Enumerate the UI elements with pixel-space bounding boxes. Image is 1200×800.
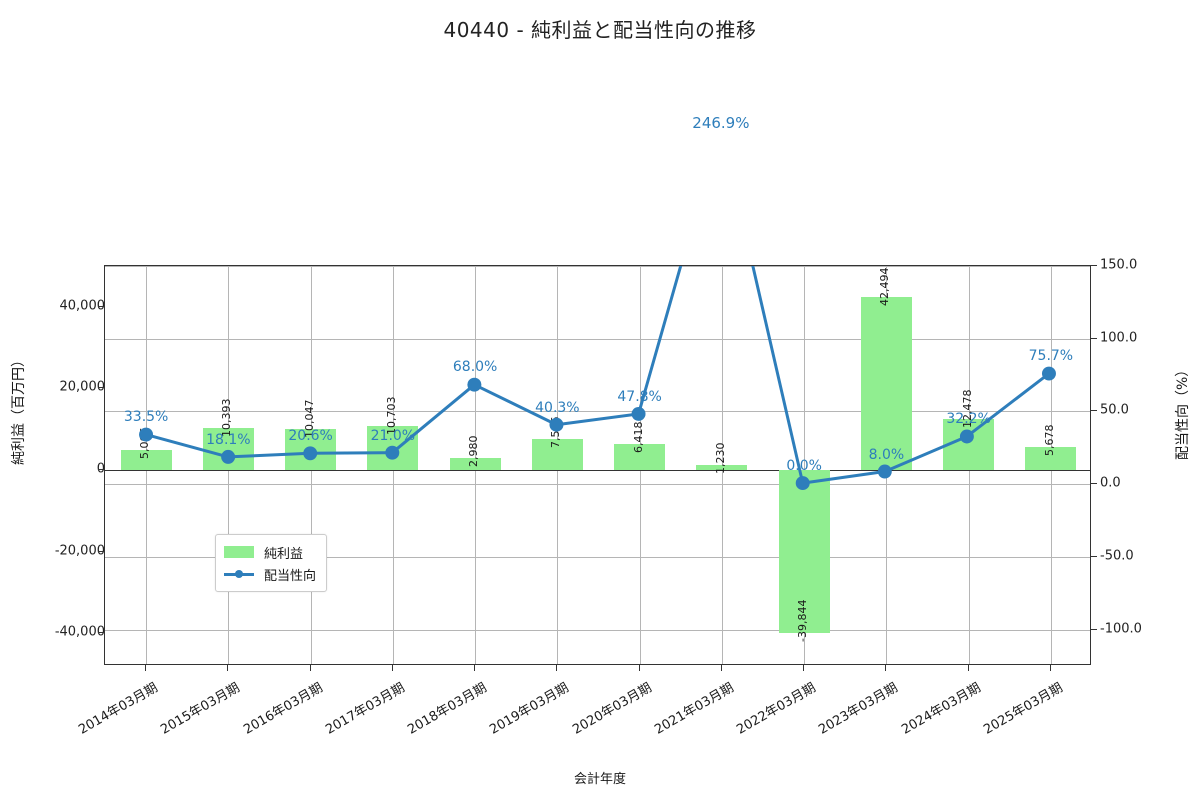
x-axis-title: 会計年度 [573, 772, 626, 787]
y-axis-right-tick-mark [1091, 410, 1097, 412]
y-axis-right-tick-mark [1091, 265, 1097, 266]
y-axis-right-tick-mark [1091, 483, 1097, 485]
line-value-label: 21.0% [370, 427, 416, 444]
y-axis-right-tick-label: -50.0 [1100, 548, 1134, 564]
x-axis-tick-label: 2023年03月期 [816, 680, 901, 738]
legend-item-payout-ratio[interactable]: 配当性向 [224, 563, 316, 585]
bar-value-label: 6,418 [631, 421, 645, 453]
bar-value-label: 42,494 [878, 267, 892, 306]
offchart-value-label: 246.9% [692, 114, 750, 132]
x-axis-tick-label: 2020年03月期 [569, 680, 655, 738]
bar-value-label: 1,230 [713, 442, 727, 475]
y-axis-right-tick-mark [1091, 555, 1097, 557]
chart-title: 40440 - 純利益と配当性向の推移 [443, 18, 757, 42]
x-axis-tick-mark [309, 665, 311, 671]
x-axis-tick-label: 2021年03月期 [652, 680, 737, 738]
y-axis-right-tick-mark [1091, 337, 1097, 339]
gridline-horizontal [105, 484, 1090, 486]
x-axis-tick-mark [638, 665, 640, 671]
line-marker[interactable] [631, 406, 646, 421]
x-axis-tick-mark [967, 665, 969, 671]
x-axis-tick-mark [556, 665, 558, 671]
bar-value-label: 7,536 [549, 416, 563, 449]
line-value-label: 75.7% [1028, 348, 1074, 365]
x-axis-tick-label: 2016年03月期 [240, 680, 326, 738]
line-value-label: 32.2% [946, 411, 991, 428]
y-axis-right-tick-label: 150.0 [1100, 257, 1138, 273]
y-axis-right-tick-label: 0.0 [1100, 475, 1121, 491]
bar[interactable] [860, 296, 912, 471]
x-axis-tick-mark [720, 665, 722, 671]
y-axis-left-tick-label: 40,000 [59, 298, 106, 314]
y-axis-left-tick-label: 20,000 [59, 379, 106, 395]
y-axis-right-title: 配当性向（%） [1175, 362, 1191, 460]
gridline-horizontal [105, 266, 1090, 267]
x-axis-tick-mark [391, 665, 393, 671]
legend: 純利益 配当性向 [215, 534, 328, 592]
y-axis-right-tick-mark [1091, 628, 1097, 630]
line-value-label: 68.0% [452, 359, 498, 376]
bar-value-label: 2,980 [467, 435, 481, 467]
x-axis-tick-label: 2014年03月期 [76, 680, 161, 738]
gridline-horizontal [105, 411, 1090, 413]
y-axis-right-tick-label: -100.0 [1100, 621, 1142, 637]
y-axis-left-title: 純利益（百万円） [11, 353, 27, 465]
y-axis-right-tick-label: 50.0 [1100, 402, 1129, 418]
line-marker-icon [224, 568, 254, 580]
y-axis-left-tick-label: -20,000 [54, 543, 105, 559]
x-axis-tick-label: 2022年03月期 [734, 680, 819, 738]
x-axis-tick-mark [1049, 665, 1051, 671]
bar-swatch-icon [224, 546, 254, 558]
x-axis-tick-label: 2015年03月期 [158, 680, 243, 738]
gridline-horizontal [105, 629, 1090, 631]
y-axis-right-tick-label: 100.0 [1100, 330, 1138, 346]
line-value-label: 33.5% [123, 409, 169, 426]
x-axis-tick-mark [145, 665, 147, 671]
y-axis-left-tick-mark [98, 469, 104, 471]
line-value-label: 8.0% [868, 446, 905, 463]
bar-value-label: -39,844 [796, 599, 810, 642]
line-value-label: 0.0% [786, 458, 822, 475]
legend-label: 配当性向 [264, 568, 317, 584]
x-axis-tick-mark [474, 665, 476, 671]
x-axis-tick-label: 2019年03月期 [487, 680, 572, 738]
bar-value-label: 5,006 [138, 427, 152, 459]
x-axis-tick-label: 2018年03月期 [405, 680, 490, 738]
zero-line [105, 470, 1090, 472]
line-value-label: 18.1% [206, 431, 251, 448]
y-axis-left-tick-mark [98, 632, 104, 634]
legend-item-net-income[interactable]: 純利益 [224, 541, 316, 563]
bar-value-label: 5,678 [1042, 424, 1056, 456]
y-axis-left-tick-mark [98, 305, 104, 307]
gridline-horizontal [105, 556, 1090, 558]
y-axis-left-tick-mark [98, 387, 104, 389]
y-axis-left-tick-mark [98, 550, 104, 552]
line-value-label: 47.8% [617, 388, 662, 405]
x-axis-tick-mark [803, 665, 805, 671]
line-path [144, 266, 1051, 485]
line-value-label: 20.6% [288, 428, 333, 445]
x-axis-tick-label: 2025年03月期 [981, 680, 1066, 738]
x-axis-tick-mark [227, 665, 229, 671]
x-axis-tick-mark [885, 665, 887, 671]
bar[interactable] [778, 470, 830, 633]
gridline-horizontal [105, 338, 1090, 340]
x-axis-tick-label: 2024年03月期 [898, 680, 984, 738]
y-axis-left-tick-label: -40,000 [54, 624, 105, 640]
line-marker[interactable] [1041, 366, 1056, 381]
plot-area: 5,006 10,393 10,047 10,703 2,980 7,536 6,418 1,… [104, 265, 1091, 665]
line-value-label: 40.3% [535, 399, 580, 416]
x-axis-tick-label: 2017年03月期 [323, 680, 408, 738]
legend-label: 純利益 [264, 546, 304, 562]
